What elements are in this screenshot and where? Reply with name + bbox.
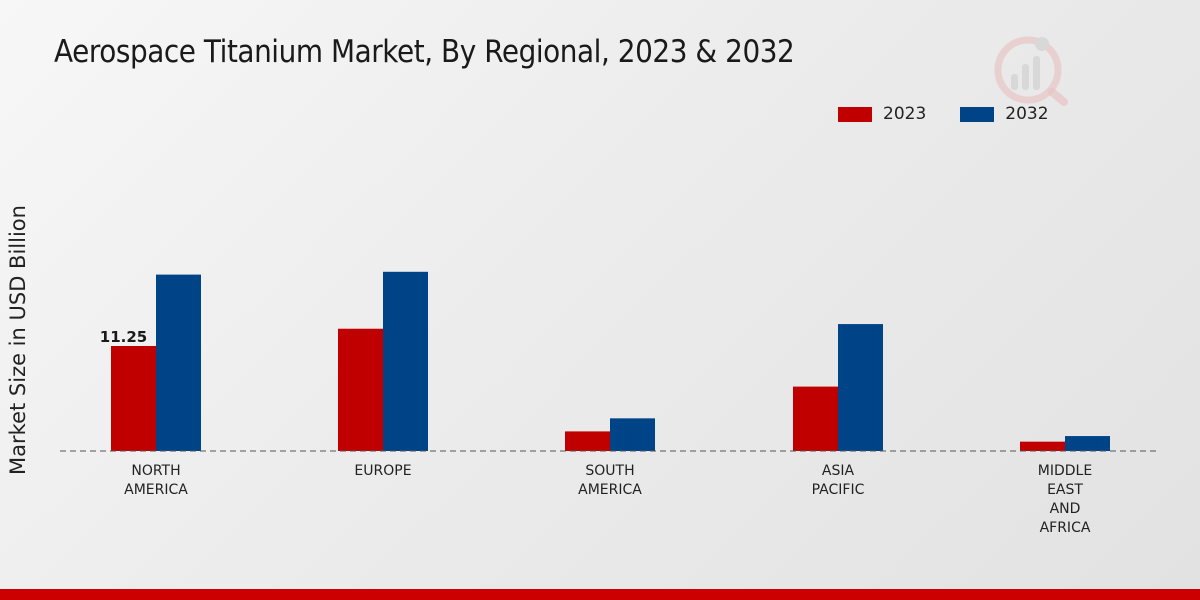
bar-2023-0 <box>111 346 156 451</box>
bar-2032-0 <box>156 274 201 451</box>
legend-swatch-2032 <box>960 106 995 122</box>
legend-label-2032: 2032 <box>1005 104 1049 124</box>
bar-2032-4 <box>1065 436 1110 451</box>
legend-label-2023: 2023 <box>883 104 927 124</box>
x-tick-label-2: SOUTH AMERICA <box>578 463 642 498</box>
legend-swatch-2023 <box>838 106 872 122</box>
chart-title: Aerospace Titanium Market, By Regional, … <box>54 34 795 70</box>
legend: 2023 2032 <box>838 104 1083 124</box>
bar-2032-2 <box>610 418 655 451</box>
bar-2023-4 <box>1020 441 1065 451</box>
x-tick-label-3: ASIA PACIFIC <box>812 463 865 498</box>
x-tick-label-4: MIDDLE EAST AND AFRICA <box>1038 463 1092 536</box>
x-tick-label-1: EUROPE <box>354 463 411 479</box>
legend-item-2032: 2032 <box>960 104 1049 124</box>
data-label-0: 11.25 <box>100 328 147 346</box>
bar-2023-3 <box>793 386 838 451</box>
bar-2032-3 <box>838 324 883 451</box>
legend-item-2023: 2023 <box>838 104 926 124</box>
bar-2032-1 <box>383 271 428 451</box>
bar-2023-2 <box>565 431 610 451</box>
bar-2023-1 <box>338 328 383 451</box>
x-tick-label-0: NORTH AMERICA <box>124 463 188 498</box>
footer-bar <box>0 589 1200 600</box>
watermark-logo-icon <box>994 36 1068 106</box>
